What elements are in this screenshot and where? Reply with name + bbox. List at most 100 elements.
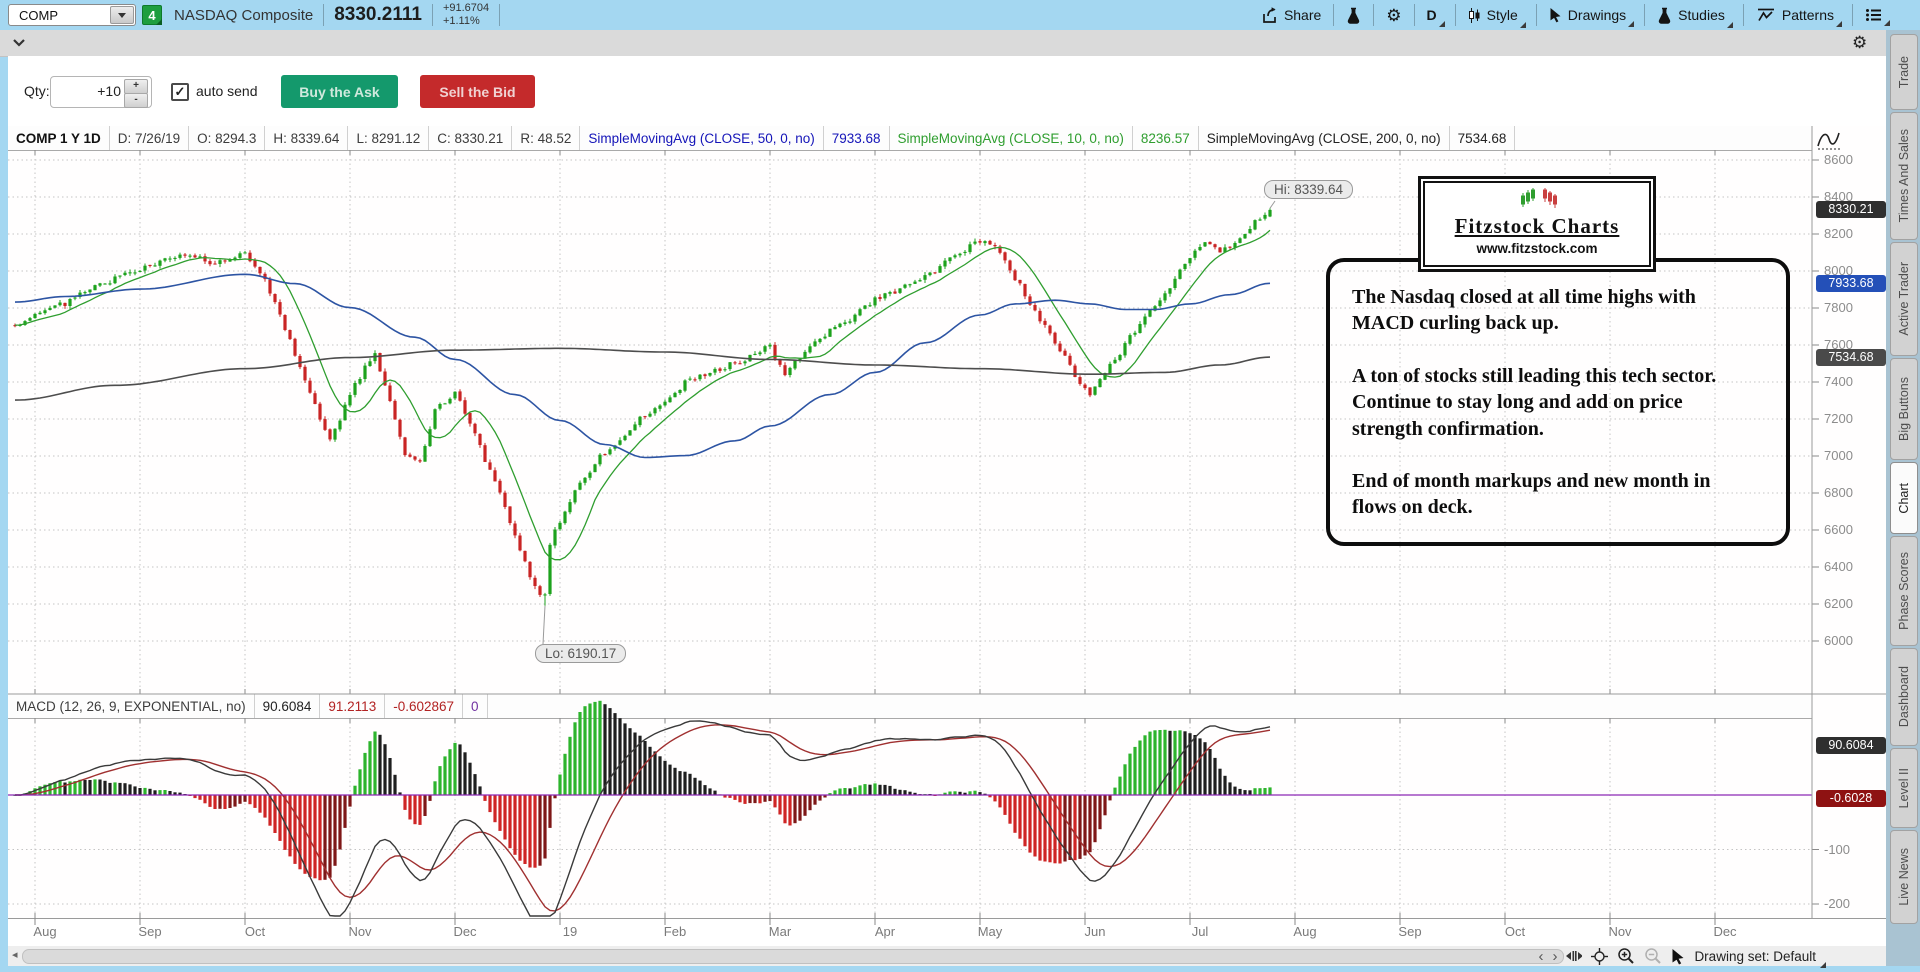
sidebar-tab-big-buttons[interactable]: Big Buttons	[1890, 358, 1918, 460]
chart-header-cell: D: 7/26/19	[110, 126, 190, 150]
price-tick-label: 6400	[1824, 559, 1853, 574]
chart-header-cell: O: 8294.3	[189, 126, 266, 150]
quantity-stepper[interactable]: +10 + -	[50, 76, 152, 108]
price-tick-label: 8000	[1824, 263, 1853, 278]
sidebar-tab-times-and-sales[interactable]: Times And Sales	[1890, 112, 1918, 240]
fitzstock-logo[interactable]: Fitzstock Charts www.fitzstock.com	[1418, 176, 1656, 272]
sidebar-tab-phase-scores[interactable]: Phase Scores	[1890, 536, 1918, 646]
gadget-sidebar: Trade Times And Sales Active Trader Big But…	[1886, 30, 1920, 966]
fit-width-icon[interactable]	[1566, 949, 1583, 963]
studies-button[interactable]: Studies	[1655, 7, 1733, 28]
chart-scrollbar[interactable]	[22, 949, 1564, 964]
time-axis-label: Apr	[874, 924, 896, 939]
time-axis-label: Nov	[348, 924, 372, 939]
macd-status-header: MACD (12, 26, 9, EXPONENTIAL, no) 90.6084…	[8, 694, 1812, 719]
sidebar-tab-live-news[interactable]: Live News	[1890, 830, 1918, 924]
price-tick-label: 8200	[1824, 226, 1853, 241]
auto-send-label: auto send	[196, 83, 258, 99]
drawings-button[interactable]: Drawings	[1547, 7, 1635, 27]
chart-header-cell: R: 48.52	[512, 126, 581, 150]
drawings-label: Drawings	[1567, 7, 1627, 23]
macd-signal-line	[15, 724, 1271, 912]
top-toolbar: COMP 4 NASDAQ Composite 8330.2111 +91.67…	[0, 0, 1920, 31]
quantity-value: +10	[97, 83, 121, 99]
symbol-group: COMP 4 NASDAQ Composite 8330.2111 +91.67…	[0, 2, 510, 27]
flask-icon	[1348, 7, 1360, 24]
sidebar-tab-dashboard[interactable]: Dashboard	[1890, 648, 1918, 746]
time-axis[interactable]	[8, 918, 1886, 947]
macd-header-cell: MACD (12, 26, 9, EXPONENTIAL, no)	[8, 694, 255, 718]
pan-left-icon[interactable]: ‹	[1538, 947, 1544, 965]
studies-label: Studies	[1678, 7, 1725, 23]
style-label: Style	[1486, 7, 1518, 23]
analysis-tools-button[interactable]	[1344, 7, 1363, 24]
collapse-chevron-icon[interactable]	[10, 37, 28, 49]
macd-tick-label: -200	[1824, 896, 1851, 911]
time-axis-label: Dec	[453, 924, 477, 939]
sidebar-tab-level-ii[interactable]: Level II	[1890, 748, 1918, 828]
macd-axis-badge: -0.6028	[1816, 790, 1886, 807]
low-callout: Lo: 6190.17	[535, 644, 627, 663]
qty-decrement-button[interactable]: -	[124, 93, 148, 108]
divider	[1373, 4, 1375, 26]
chart-header-cell: H: 8339.64	[265, 126, 349, 150]
candle-style-icon	[1468, 7, 1480, 23]
time-axis-label: Sep	[138, 924, 162, 939]
zoom-in-icon[interactable]	[1617, 947, 1635, 965]
pointer-tool-icon[interactable]	[1671, 948, 1685, 965]
pan-right-icon[interactable]: ›	[1552, 947, 1558, 965]
sidebar-tab-chart[interactable]: Chart	[1890, 462, 1918, 534]
axis-tick-marks	[34, 150, 1819, 925]
symbol-select[interactable]: COMP	[8, 4, 136, 26]
analyst-note[interactable]: The Nasdaq closed at all time highs with…	[1326, 258, 1790, 546]
link-channel-badge[interactable]: 4	[142, 5, 162, 25]
chart-header-cell: 7534.68	[1450, 126, 1516, 150]
price-tick-label: 7800	[1824, 300, 1853, 315]
chart-header-cell: SimpleMovingAvg (CLOSE, 200, 0, no)	[1199, 126, 1450, 150]
symbol-dropdown-button[interactable]	[110, 6, 134, 24]
chart-scrollbar-strip: ◂ ‹ › Drawing set: Default	[8, 946, 1886, 968]
macd-tick-label: -100	[1824, 842, 1851, 857]
price-axis-settings-icon[interactable]	[1817, 132, 1840, 150]
price-tick-label: 6800	[1824, 485, 1853, 500]
price-tick-label: 6000	[1824, 633, 1853, 648]
share-button[interactable]: Share	[1258, 6, 1323, 24]
analyst-note-paragraph: The Nasdaq closed at all time highs with…	[1352, 286, 1701, 335]
interval-button[interactable]: D	[1425, 7, 1445, 27]
sell-bid-button[interactable]: Sell the Bid	[420, 75, 535, 108]
time-axis-label: Jun	[1084, 924, 1106, 939]
time-axis-label: Dec	[1713, 924, 1737, 939]
buy-ask-button[interactable]: Buy the Ask	[281, 75, 398, 108]
price-axis-badge: 7534.68	[1816, 349, 1886, 366]
cursor-icon	[1550, 8, 1561, 23]
scroll-left-arrow-icon[interactable]: ◂	[12, 949, 18, 961]
strip-gear-icon[interactable]: ⚙	[1852, 33, 1868, 52]
time-axis-label: Feb	[663, 924, 687, 939]
drawing-set-selector[interactable]: Drawing set: Default	[1694, 949, 1826, 968]
sidebar-tab-trade[interactable]: Trade	[1890, 34, 1918, 110]
auto-send-checkbox[interactable]: ✓	[171, 83, 189, 101]
crosshair-icon[interactable]	[1591, 947, 1609, 965]
gadget-strip: ⚙	[0, 30, 1886, 57]
divider	[431, 4, 433, 26]
style-button[interactable]: Style	[1466, 7, 1526, 28]
quick-menu-button[interactable]	[1863, 8, 1890, 26]
price-tick-label: 7400	[1824, 374, 1853, 389]
price-tick-label: 8400	[1824, 189, 1853, 204]
chart-settings-button[interactable]: ⚙	[1384, 7, 1403, 24]
sidebar-tab-active-trader[interactable]: Active Trader	[1890, 242, 1918, 356]
price-tick-label: 6600	[1824, 522, 1853, 537]
divider	[1742, 4, 1744, 26]
patterns-button[interactable]: Patterns	[1754, 7, 1843, 27]
time-axis-label: Aug	[33, 924, 57, 939]
sma50-line	[14, 273, 1271, 459]
zoom-out-icon[interactable]	[1644, 947, 1662, 965]
chart-header-cell: SimpleMovingAvg (CLOSE, 10, 0, no)	[890, 126, 1133, 150]
logo-url: www.fitzstock.com	[1476, 241, 1598, 256]
chart-header-cell: C: 8330.21	[429, 126, 513, 150]
divider	[323, 4, 325, 26]
gear-icon: ⚙	[1386, 5, 1402, 25]
macd-header-cell: 90.6084	[255, 694, 321, 718]
pattern-w-icon	[1757, 8, 1774, 21]
